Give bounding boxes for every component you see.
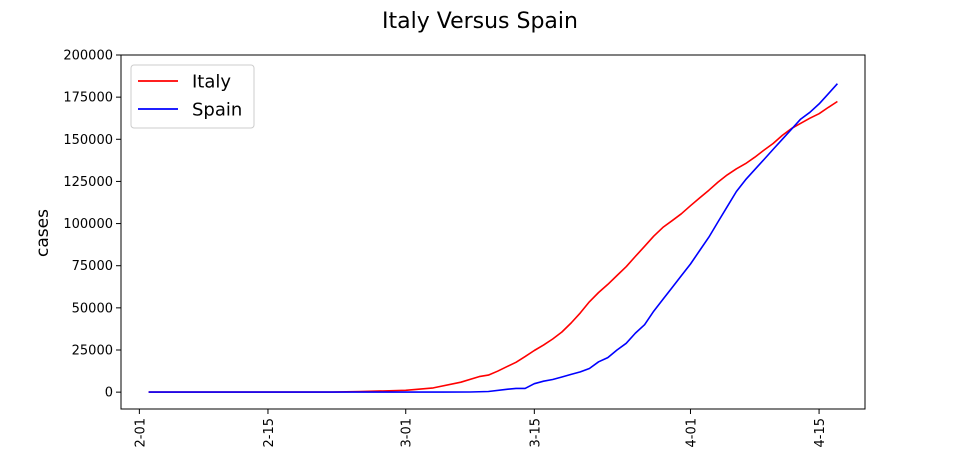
y-tick-label: 0 xyxy=(105,386,113,401)
y-tick-label: 125000 xyxy=(63,175,113,190)
y-tick-label: 150000 xyxy=(63,133,113,148)
y-axis-label: cases xyxy=(33,209,53,257)
x-tick-label: 3-01 xyxy=(400,418,415,448)
x-tick-label: 2-15 xyxy=(262,418,277,448)
x-tick-label: 2-01 xyxy=(133,418,148,448)
x-axis: 2-01 2-15 3-01 3-15 4-01 4-15 xyxy=(133,409,828,448)
chart-title: Italy Versus Spain xyxy=(382,9,578,34)
x-tick-label: 4-15 xyxy=(813,418,828,448)
y-axis: 0 25000 50000 75000 100000 125000 150000 175000… xyxy=(63,49,121,401)
y-tick-label: 75000 xyxy=(72,259,113,274)
series-line-spain xyxy=(148,83,838,393)
x-tick-label: 4-01 xyxy=(684,418,699,448)
y-tick-label: 175000 xyxy=(63,91,113,106)
series-line-italy xyxy=(148,100,838,393)
legend-label-italy: Italy xyxy=(192,72,231,93)
plot-frame xyxy=(120,54,866,410)
y-tick-label: 50000 xyxy=(72,301,113,316)
plot-area xyxy=(148,83,838,393)
y-tick-label: 100000 xyxy=(63,217,113,232)
legend-label-spain: Spain xyxy=(192,100,242,121)
legend: Italy Spain xyxy=(130,64,255,129)
y-tick-label: 25000 xyxy=(72,344,113,359)
x-tick-label: 3-15 xyxy=(528,418,543,448)
y-tick-label: 200000 xyxy=(63,49,113,64)
